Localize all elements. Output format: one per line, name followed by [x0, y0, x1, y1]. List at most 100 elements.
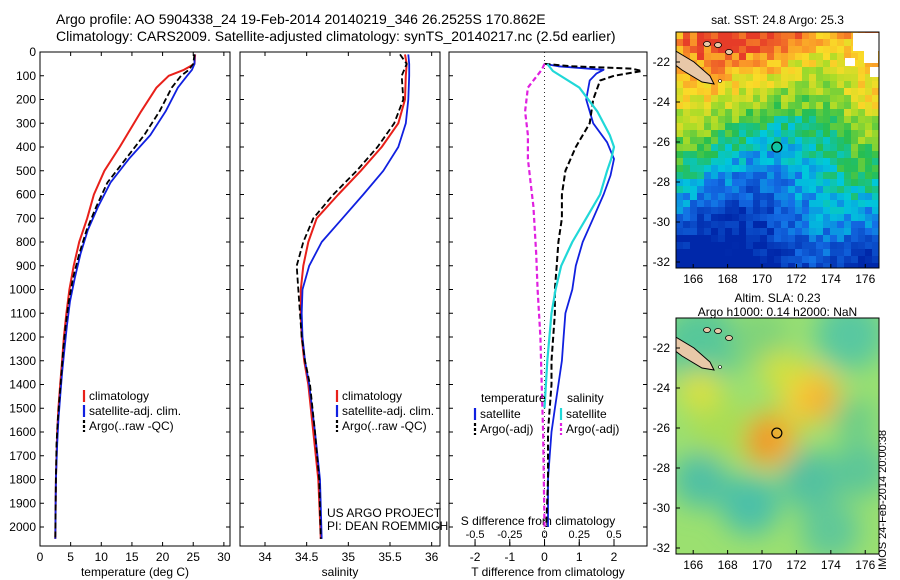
sst-cell — [711, 81, 719, 89]
sst-cell — [802, 46, 810, 54]
sst-cell — [690, 32, 698, 40]
sst-cell — [711, 39, 719, 47]
sst-cell — [711, 95, 719, 103]
x-tick-label: 15 — [125, 550, 139, 564]
sst-cell — [781, 235, 789, 243]
sst-cell — [683, 46, 691, 54]
sst-cell — [760, 130, 768, 138]
x-tick-label: 30 — [217, 550, 231, 564]
sst-cell — [830, 67, 838, 75]
sst-cell — [746, 256, 754, 264]
sst-cell — [704, 172, 712, 180]
sst-cell — [739, 228, 747, 236]
sst-cell — [816, 88, 824, 96]
sst-cell — [704, 32, 712, 40]
sst-cell — [809, 116, 817, 124]
sst-cell — [697, 263, 705, 268]
sst-cell — [690, 193, 698, 201]
x-tick-label: 0 — [37, 550, 44, 564]
sst-cell — [725, 67, 733, 75]
sst-cell — [774, 256, 782, 264]
sst-cell — [704, 151, 712, 159]
x-tick-label: 168 — [718, 558, 738, 572]
sst-cell — [858, 102, 866, 110]
sst-cell — [725, 32, 733, 40]
x-tick-label: 174 — [821, 272, 841, 286]
header-line-2: Climatology: CARS2009. Satellite-adjuste… — [56, 28, 616, 44]
x-tick-label: 170 — [752, 272, 772, 286]
sst-cell — [718, 158, 726, 166]
sst-cell — [732, 228, 740, 236]
sst-cell — [823, 60, 831, 68]
sst-cell — [760, 53, 768, 61]
y-tick-label: 1900 — [9, 496, 36, 510]
sst-cell — [844, 102, 852, 110]
sst-cell — [753, 179, 761, 187]
sst-cell — [823, 39, 831, 47]
sst-cell — [795, 179, 803, 187]
sst-cell — [683, 165, 691, 173]
y-tick-label: 1400 — [9, 378, 36, 392]
sst-cell — [872, 60, 879, 68]
sst-cell — [704, 193, 712, 201]
sst-cell — [830, 256, 838, 264]
sst-cell — [774, 46, 782, 54]
sst-cell — [767, 144, 775, 152]
y-tick-label: -30 — [653, 501, 671, 515]
sst-cell — [858, 67, 866, 75]
y-tick-label: -22 — [653, 341, 671, 355]
sst-cell — [816, 263, 824, 268]
sst-cell — [844, 53, 852, 61]
sst-cell — [711, 53, 719, 61]
sst-cell — [760, 60, 768, 68]
sst-cell — [865, 256, 873, 264]
sst-cell — [739, 137, 747, 145]
sst-cell — [851, 249, 859, 257]
sst-cell — [704, 116, 712, 124]
sst-cell — [753, 46, 761, 54]
sst-cell — [837, 214, 845, 222]
sst-cell — [732, 200, 740, 208]
plot-frame — [39, 51, 231, 547]
sla-blob — [800, 500, 860, 554]
sst-cell — [676, 109, 684, 117]
series-line-3 — [295, 53, 408, 539]
sst-cell — [858, 207, 866, 215]
sst-cell — [781, 242, 789, 250]
sst-cell — [872, 263, 879, 268]
sst-cell — [809, 193, 817, 201]
sst-cell — [753, 172, 761, 180]
sst-cell — [872, 214, 879, 222]
sst-cell — [753, 32, 761, 40]
sla-blob — [746, 424, 778, 456]
sst-cell — [865, 221, 873, 229]
sst-cell — [851, 256, 859, 264]
sst-cell — [844, 242, 852, 250]
sst-cell — [823, 116, 831, 124]
sst-cell — [851, 221, 859, 229]
sst-cell — [844, 221, 852, 229]
sst-cell — [753, 123, 761, 131]
sst-cell — [732, 137, 740, 145]
sst-cell — [837, 179, 845, 187]
sst-cell — [795, 249, 803, 257]
sst-cell — [767, 214, 775, 222]
sst-cell — [725, 179, 733, 187]
x-tick-label: 172 — [786, 558, 806, 572]
sst-cell — [767, 81, 775, 89]
timestamp-stamp: IMOS 24-Feb-2014 20:00:38 — [877, 429, 889, 570]
sst-cell — [746, 179, 754, 187]
sst-cell — [858, 151, 866, 159]
sst-cell — [851, 179, 859, 187]
sst-cell — [851, 151, 859, 159]
sst-cell — [690, 116, 698, 124]
sst-cell — [760, 221, 768, 229]
sst-cell — [718, 81, 726, 89]
sst-cell — [865, 95, 873, 103]
sst-cell — [760, 214, 768, 222]
sst-cell — [809, 165, 817, 173]
sst-cell — [844, 67, 852, 75]
sst-cell — [781, 186, 789, 194]
x-tick-label: 2 — [611, 550, 618, 564]
sst-cell — [858, 263, 866, 268]
